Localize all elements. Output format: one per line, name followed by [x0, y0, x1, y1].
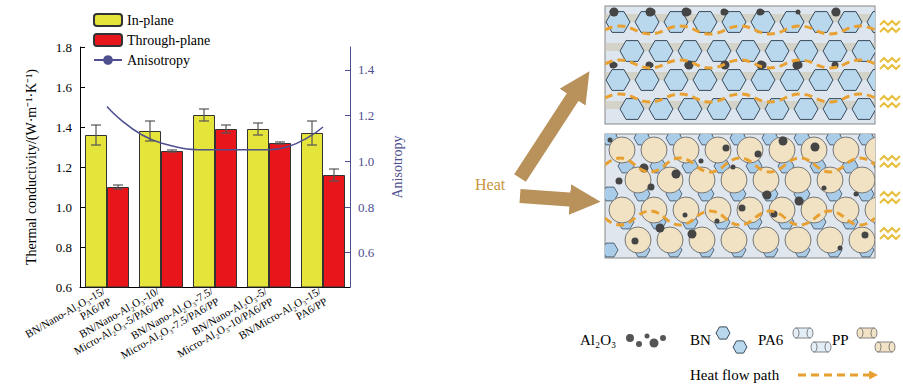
svg-text:0.6: 0.6	[56, 280, 73, 295]
svg-text:Heat flow path: Heat flow path	[690, 367, 780, 383]
svg-text:0.8: 0.8	[358, 200, 374, 215]
svg-text:Anisotropy: Anisotropy	[390, 136, 405, 199]
svg-text:In-plane: In-plane	[127, 13, 174, 28]
svg-text:Micro-Al₂O₃-7.5/PA6/PP: Micro-Al₂O₃-7.5/PA6/PP	[118, 295, 221, 362]
svg-text:Heat: Heat	[475, 176, 506, 193]
svg-text:BN/Micro-Al₂O₃-15/: BN/Micro-Al₂O₃-15/	[236, 284, 323, 342]
svg-text:0.6: 0.6	[358, 245, 375, 260]
svg-text:1.0: 1.0	[56, 200, 72, 215]
svg-text:1.4: 1.4	[358, 62, 375, 77]
svg-text:Al₂O₃: Al₂O₃	[580, 332, 616, 348]
svg-text:BN: BN	[690, 332, 711, 348]
svg-text:PA6/PP: PA6/PP	[77, 295, 113, 323]
svg-text:PA6/PP: PA6/PP	[294, 295, 329, 322]
svg-text:1.2: 1.2	[358, 108, 374, 123]
svg-text:1.2: 1.2	[56, 160, 72, 175]
svg-text:Thermal conductivity/(W·m⁻¹·K⁻: Thermal conductivity/(W·m⁻¹·K⁻¹)	[24, 69, 40, 265]
svg-text:BN/Nano-Al₂O₃-7.5/: BN/Nano-Al₂O₃-7.5/	[128, 284, 215, 342]
svg-text:Micro-Al₂O₃-5/PA6/PP: Micro-Al₂O₃-5/PA6/PP	[71, 295, 167, 357]
svg-text:1.0: 1.0	[358, 154, 374, 169]
svg-text:0.8: 0.8	[56, 240, 72, 255]
svg-text:BN/Nano-Al₂O₃-5/: BN/Nano-Al₂O₃-5/	[189, 284, 269, 338]
svg-text:PP: PP	[832, 332, 849, 348]
svg-text:1.4: 1.4	[56, 120, 73, 135]
svg-text:Through-plane: Through-plane	[127, 33, 210, 48]
svg-text:PA6: PA6	[758, 332, 784, 348]
svg-text:1.6: 1.6	[56, 80, 73, 95]
svg-text:Anisotropy: Anisotropy	[127, 53, 190, 68]
svg-text:BN/Nano-Al₂O₃-10/: BN/Nano-Al₂O₃-10/	[77, 284, 161, 340]
svg-text:1.8: 1.8	[56, 40, 72, 55]
svg-text:Micro-Al₂O₃-10/PA6/PP: Micro-Al₂O₃-10/PA6/PP	[175, 295, 275, 360]
svg-text:BN/Nano-Al₂O₃-15/: BN/Nano-Al₂O₃-15/	[23, 284, 107, 340]
